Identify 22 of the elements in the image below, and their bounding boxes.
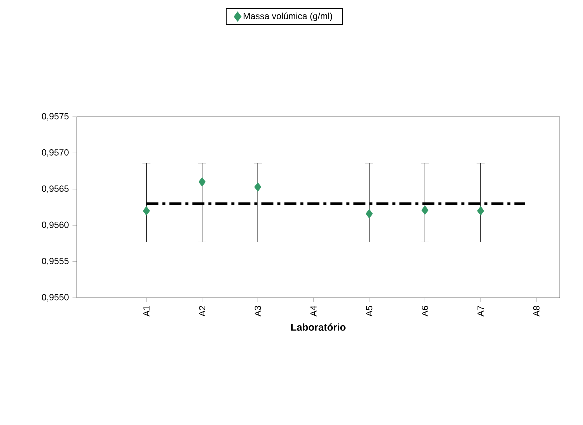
point <box>254 182 262 192</box>
x-tick-label: A1 <box>144 306 150 317</box>
x-tick-label: A2 <box>199 306 206 317</box>
point <box>143 206 150 216</box>
point <box>422 206 429 216</box>
point <box>198 177 206 187</box>
x-tick-label: A3 <box>254 306 262 317</box>
y-tick-label: 0,9565 <box>42 186 69 194</box>
y-tick-label: 0,9570 <box>42 149 69 157</box>
y-tick-label: 0,9560 <box>42 222 69 230</box>
y-tick-label: 0,9575 <box>42 113 69 121</box>
x-axis-title: Laboratório <box>292 324 346 331</box>
point <box>366 209 374 219</box>
x-tick-label: A8 <box>533 306 540 317</box>
x-tick-label: A6 <box>422 306 428 317</box>
legend-label: Massa volúmica (g/ml) <box>244 12 332 22</box>
x-tick-label: A4 <box>310 306 317 317</box>
y-tick-label: 0,9550 <box>42 294 69 302</box>
x-tick-label: A5 <box>366 306 373 317</box>
point <box>477 206 484 216</box>
y-tick-label: 0,9555 <box>42 258 69 266</box>
x-tick-label: A7 <box>478 306 484 317</box>
